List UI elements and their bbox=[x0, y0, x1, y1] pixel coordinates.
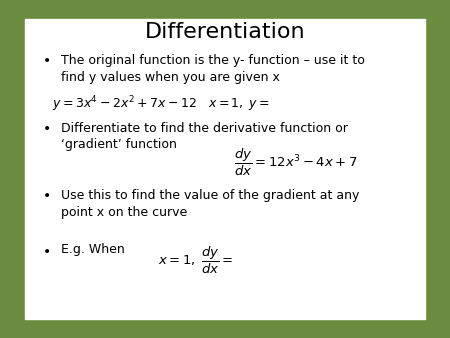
Text: $x = 1, \; \dfrac{dy}{dx} =$: $x = 1, \; \dfrac{dy}{dx} =$ bbox=[158, 245, 233, 276]
Text: •: • bbox=[43, 122, 51, 136]
Text: Use this to find the value of the gradient at any
point x on the curve: Use this to find the value of the gradie… bbox=[61, 189, 359, 219]
Text: Differentiation: Differentiation bbox=[145, 22, 305, 42]
Text: E.g. When: E.g. When bbox=[61, 243, 125, 256]
Text: $\dfrac{dy}{dx} = 12x^3 - 4x + 7$: $\dfrac{dy}{dx} = 12x^3 - 4x + 7$ bbox=[234, 147, 358, 178]
Text: •: • bbox=[43, 245, 51, 259]
Text: $y = 3x^4 - 2x^2 + 7x - 12 \quad x = 1, \; y =$: $y = 3x^4 - 2x^2 + 7x - 12 \quad x = 1, … bbox=[52, 95, 270, 114]
Text: •: • bbox=[43, 189, 51, 203]
Text: •: • bbox=[43, 54, 51, 68]
Text: Differentiate to find the derivative function or
‘gradient’ function: Differentiate to find the derivative fun… bbox=[61, 122, 347, 151]
Text: The original function is the y- function – use it to
find y values when you are : The original function is the y- function… bbox=[61, 54, 364, 83]
